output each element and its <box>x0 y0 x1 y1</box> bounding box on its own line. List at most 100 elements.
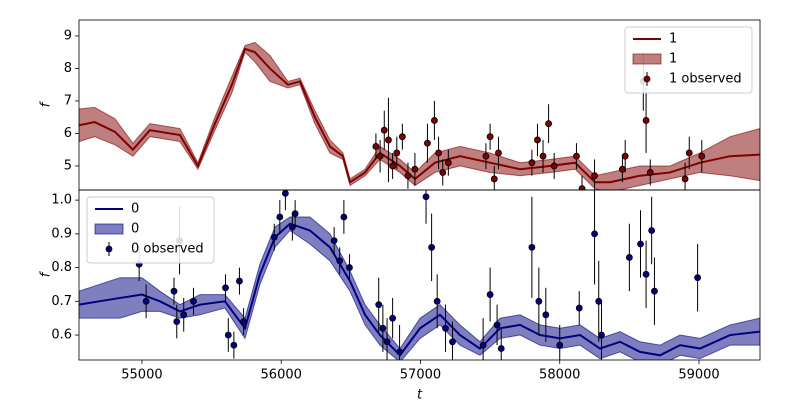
observed-point <box>270 233 278 241</box>
observed-point <box>528 243 536 251</box>
observed-point <box>435 149 442 157</box>
observed-point <box>398 133 406 141</box>
line <box>79 47 760 184</box>
observed-point <box>291 210 299 218</box>
observed-point <box>598 331 605 339</box>
observed-point <box>375 301 383 309</box>
observed-point <box>372 143 380 150</box>
y-tick-label: 0.9 <box>51 226 72 241</box>
y-axis-label: f <box>39 270 54 277</box>
y-tick-label: 8 <box>64 61 72 76</box>
y-tick-label: 9 <box>64 28 72 43</box>
observed-point <box>173 318 181 325</box>
observed-point <box>385 136 392 144</box>
observed-point <box>230 341 238 349</box>
x-axis-label: t <box>417 388 423 400</box>
observed-point <box>379 324 387 332</box>
observed-point <box>542 311 550 319</box>
observed-point <box>490 175 498 183</box>
observed-point <box>595 297 603 305</box>
x-tick-label: 59000 <box>678 368 719 383</box>
axes-frame <box>78 189 761 361</box>
observed-point <box>591 172 598 180</box>
y-axis-label: f <box>39 100 54 107</box>
legend-label: 1 observed <box>669 72 742 87</box>
observed-point <box>578 185 586 190</box>
legend: 0 0 0 observed <box>86 196 215 264</box>
y-tick-label: 6 <box>64 126 72 141</box>
observed-point <box>380 126 388 134</box>
observed-point <box>376 152 384 160</box>
observed-point <box>625 254 633 261</box>
legend-label: 1 <box>669 32 677 47</box>
legend-swatch <box>94 223 124 235</box>
observed-point <box>180 311 188 319</box>
observed-point <box>681 175 689 183</box>
observed-point <box>190 297 197 305</box>
y-tick-label: 0.7 <box>51 294 72 309</box>
observed-point <box>619 165 626 173</box>
observed-point <box>495 149 502 157</box>
legend-label: 0 <box>131 202 139 217</box>
legend-swatch <box>643 75 651 83</box>
observed-point <box>621 152 629 160</box>
observed-point <box>393 149 401 157</box>
legend: 1 1 1 observed <box>624 26 753 94</box>
observed-point <box>528 159 536 167</box>
x-tick-label: 56000 <box>261 368 302 383</box>
observed-point <box>539 152 547 160</box>
observed-point <box>396 348 403 356</box>
observed-point <box>534 136 541 144</box>
observed-point <box>428 243 436 251</box>
legend-box <box>624 26 753 94</box>
observed-point <box>550 162 558 170</box>
observed-point <box>142 297 150 305</box>
observed-point <box>431 117 438 124</box>
legend-box <box>86 196 215 264</box>
observed-point <box>236 277 243 285</box>
y-tick-label: 7 <box>64 93 72 108</box>
observed-point <box>486 133 494 141</box>
observed-point <box>651 287 658 295</box>
observed-point <box>575 304 583 312</box>
observed-point <box>545 120 552 128</box>
y-tick-label: 0.6 <box>51 328 72 343</box>
observed-point <box>424 139 431 147</box>
confidence-band <box>79 41 760 190</box>
observed-point <box>383 338 391 346</box>
observed-point <box>486 291 494 298</box>
observed-point <box>240 318 248 325</box>
observed-point <box>646 169 654 176</box>
observed-point <box>288 223 296 231</box>
observed-point <box>404 172 412 180</box>
observed-point <box>694 274 702 282</box>
observed-point <box>389 314 397 322</box>
observed-point <box>535 297 543 305</box>
observed-point <box>439 169 447 176</box>
confidence-band <box>79 216 760 360</box>
observed-point <box>170 287 178 295</box>
observed-point <box>346 264 353 271</box>
observed-point <box>698 152 706 160</box>
observed-point <box>556 341 564 349</box>
observed-point <box>497 345 505 352</box>
observed-point <box>444 159 452 167</box>
observed-point <box>330 237 338 244</box>
observed-point <box>276 213 284 221</box>
observed-point <box>224 331 232 339</box>
observed-point <box>281 190 289 197</box>
y-tick-label: 0.8 <box>51 260 72 275</box>
observed-point <box>389 162 397 170</box>
legend-swatch <box>105 245 113 253</box>
legend-label: 0 observed <box>131 242 204 257</box>
observed-point <box>222 284 229 292</box>
observed-point <box>642 270 650 278</box>
observed-point <box>637 240 644 248</box>
legend-swatch <box>632 53 662 65</box>
y-tick-label: 5 <box>64 158 72 173</box>
observed-point <box>648 227 656 234</box>
line <box>79 222 760 357</box>
legend-label: 1 <box>669 52 677 67</box>
observed-point <box>442 324 449 332</box>
